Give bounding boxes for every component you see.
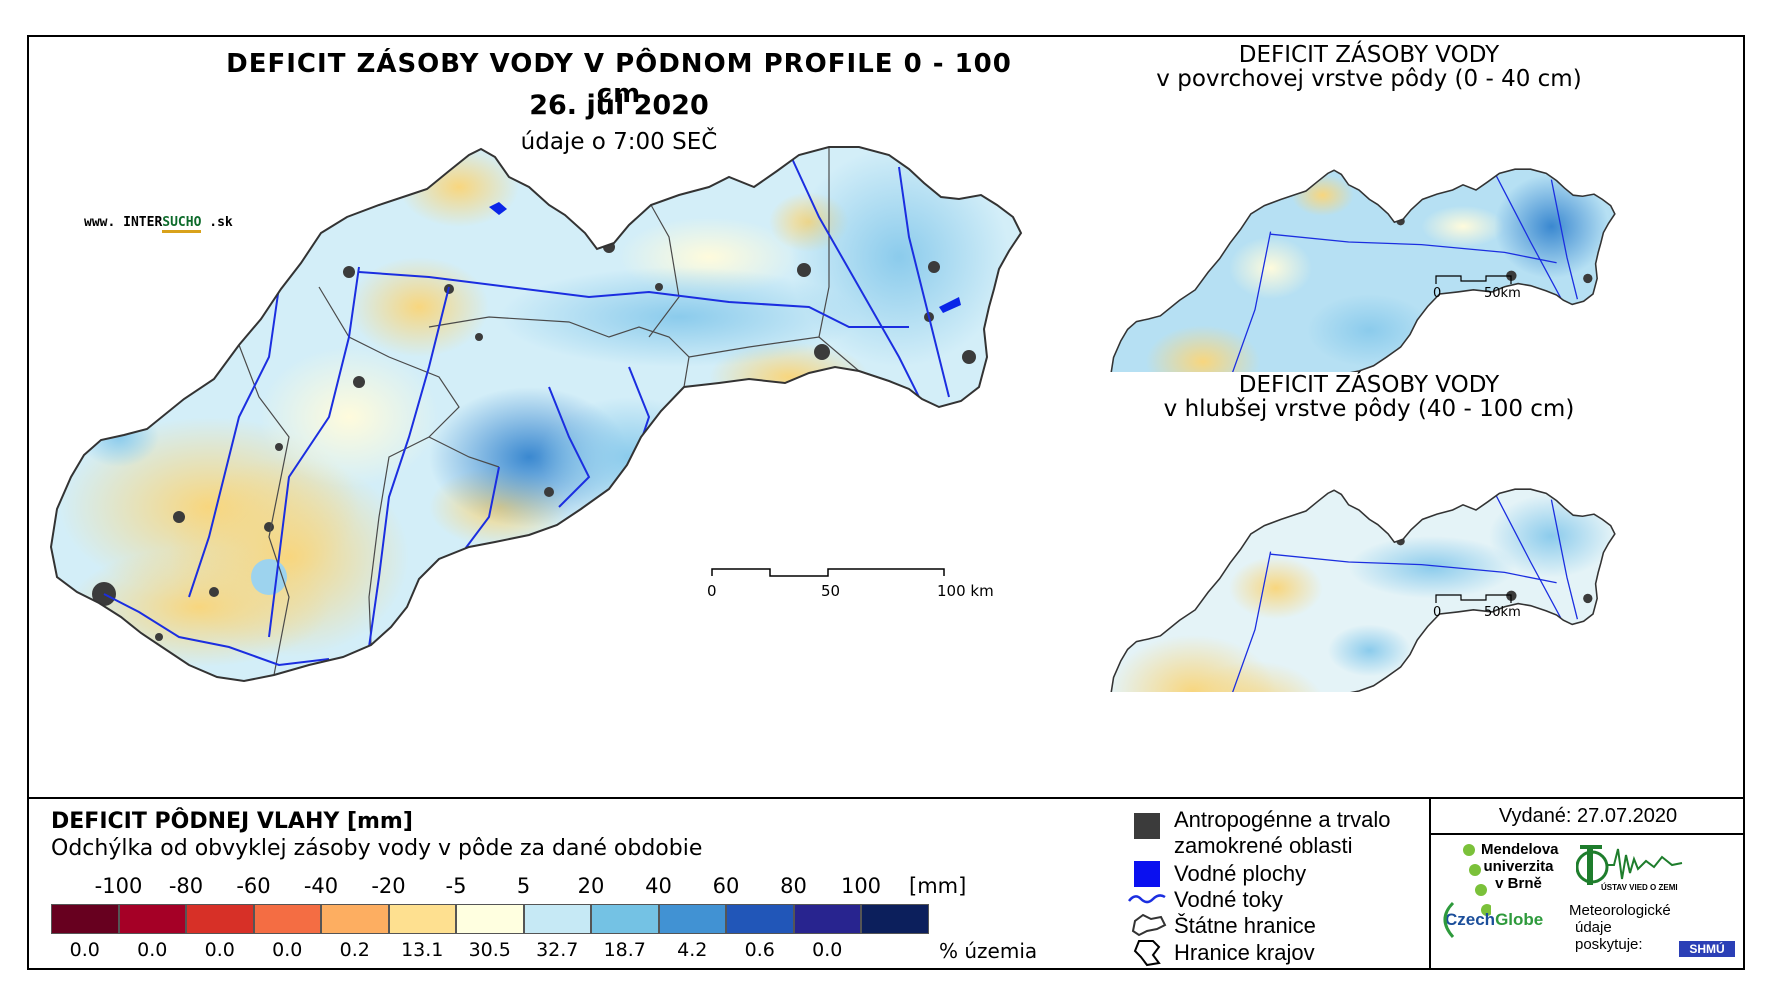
issued-date: Vydané: 27.07.2020 (1431, 799, 1745, 835)
inset-top-title: DEFICIT ZÁSOBY VODY (1238, 42, 1500, 68)
legend-percentage: 13.1 (401, 939, 444, 961)
legend-class-label: -40 (303, 874, 339, 898)
legend-swatch (523, 904, 591, 934)
legend-swatch (456, 904, 524, 934)
map-date: 26. júl 2020 (529, 90, 709, 121)
legend-percentage: 4.2 (677, 939, 708, 961)
legend-swatch (726, 904, 794, 934)
legend-percentage: 0.0 (204, 939, 235, 961)
inset-bottom-title: DEFICIT ZÁSOBY VODY (1238, 372, 1500, 398)
inset-bottom-subtitle: v hlubšej vrstve pôdy (40 - 100 cm) (1163, 396, 1575, 422)
ustav-logo (1576, 845, 1683, 885)
legend-percentage: 30.5 (468, 939, 511, 961)
website-label[interactable]: www. INTERSUCHO .sk (84, 215, 233, 233)
legend-title: DEFICIT PÔDNEJ VLAHY [mm] (51, 809, 413, 834)
legend-class-label: -5 (445, 874, 467, 898)
legend-swatch (321, 904, 389, 934)
legend-class-label: 5 (516, 874, 531, 898)
website-highlight: SUCHO (162, 215, 202, 233)
legend-class-label: 100 (840, 874, 882, 898)
legend-swatch (658, 904, 726, 934)
page-title: DEFICIT ZÁSOBY VODY V PÔDNOM PROFILE 0 -… (226, 49, 1012, 109)
scale-label-50: 50 (821, 582, 841, 600)
legend-class-label: -20 (371, 874, 406, 898)
ustav-logo-text: ÚSTAV VIED O ZEMI (1601, 883, 1678, 892)
state-border-icon (1131, 913, 1167, 937)
urban-area-icon (1134, 813, 1160, 839)
website-prefix: www. INTER (84, 215, 163, 230)
legend-class-label: 80 (780, 874, 807, 898)
czechglobe-a: Czech (1445, 910, 1496, 929)
inset-top-scale-50: 50km (1484, 286, 1521, 301)
map-area: DEFICIT ZÁSOBY VODY V PÔDNOM PROFILE 0 -… (29, 37, 1743, 797)
legend-percentage: 0.0 (272, 939, 303, 961)
legend-percent-unit: % územia (939, 939, 1038, 963)
legend-percentage: 0.6 (744, 939, 775, 961)
legend-percentage: 0.0 (812, 939, 843, 961)
river-icon (1128, 894, 1166, 904)
legend-item-state-border: Štátne hranice (1174, 913, 1316, 938)
mendel-line2: univerzita (1483, 858, 1554, 875)
website-suffix: .sk (201, 215, 233, 230)
inset-map-bottom (1109, 488, 1616, 692)
legend-percentage: 0.0 (137, 939, 168, 961)
legend-swatch (253, 904, 321, 934)
legend-percentage: 0.2 (339, 939, 370, 961)
legend-swatch (861, 904, 929, 934)
inset-top-scale-0: 0 (1433, 286, 1442, 301)
shmu-logo: SHMÚ (1679, 941, 1735, 957)
inset-map-top (1109, 168, 1616, 372)
meteo-line3: poskytuje: (1575, 936, 1643, 953)
meteo-line1: Meteorologické (1569, 902, 1671, 919)
data-time: údaje o 7:00 SEČ (520, 129, 718, 155)
czechglobe-b: Globe (1495, 910, 1544, 929)
water-body-icon (1134, 861, 1160, 887)
legend-class-label: 40 (645, 874, 672, 898)
mendel-line3: v Brně (1495, 875, 1542, 892)
scale-label-0: 0 (707, 582, 717, 600)
inset-bottom-scale-0: 0 (1433, 605, 1442, 620)
legend-urban-line2: zamokrené oblasti (1174, 833, 1353, 858)
legend-swatch (591, 904, 659, 934)
scale-label-100: 100 km (937, 582, 994, 600)
legend-panel: DEFICIT PÔDNEJ VLAHY [mm] Odchýlka od ob… (29, 797, 1745, 970)
czechglobe-swoosh-icon (1443, 901, 1455, 938)
map-frame: DEFICIT ZÁSOBY VODY V PÔDNOM PROFILE 0 -… (27, 35, 1745, 970)
legend-percentage: 18.7 (603, 939, 646, 961)
meteo-credit: Meteorologické údaje poskytuje: (1569, 902, 1671, 953)
inset-top-subtitle: v povrchovej vrstve pôdy (0 - 40 cm) (1156, 66, 1582, 92)
legend-item-region-border: Hranice krajov (1174, 940, 1315, 965)
legend-class-label: -60 (236, 874, 271, 898)
legend-unit: [mm] (909, 874, 967, 898)
legend-subtitle: Odchýlka od obvyklej zásoby vody v pôde … (51, 836, 703, 861)
legend-percentage: 32.7 (536, 939, 579, 961)
legend-item-urban: Antropogénne a trvalo zamokrené oblasti (1174, 807, 1391, 859)
legend-item-water: Vodné plochy (1174, 861, 1307, 886)
legend-class-label: -100 (94, 874, 143, 898)
czechglobe-logo: CzechGlobe (1445, 911, 1543, 928)
legend-swatch (51, 904, 119, 934)
legend-swatch (793, 904, 861, 934)
legend-class-label: 60 (712, 874, 740, 898)
legend-item-river: Vodné toky (1174, 887, 1283, 912)
region-border-icon (1133, 940, 1161, 967)
mendel-line1: Mendelova (1481, 841, 1559, 858)
inset-bottom-scale-bar (1435, 594, 1512, 603)
legend-swatch (118, 904, 186, 934)
meteo-line2: údaje (1575, 919, 1612, 936)
legend-swatch (186, 904, 254, 934)
inset-top-scale-bar (1435, 275, 1512, 284)
mendel-logo: Mendelova univerzita v Brně (1481, 841, 1559, 892)
credits-panel: Vydané: 27.07.2020 Mendelova univerzita … (1429, 799, 1745, 970)
mendel-logo-dots (1463, 844, 1491, 916)
legend-swatch (388, 904, 456, 934)
scale-bar (711, 568, 945, 577)
legend-percentage: 0.0 (69, 939, 100, 961)
inset-bottom-scale-50: 50km (1484, 605, 1521, 620)
legend-class-label: -80 (168, 874, 204, 898)
legend-urban-line1: Antropogénne a trvalo (1174, 807, 1391, 832)
legend-class-label: 20 (577, 874, 605, 898)
